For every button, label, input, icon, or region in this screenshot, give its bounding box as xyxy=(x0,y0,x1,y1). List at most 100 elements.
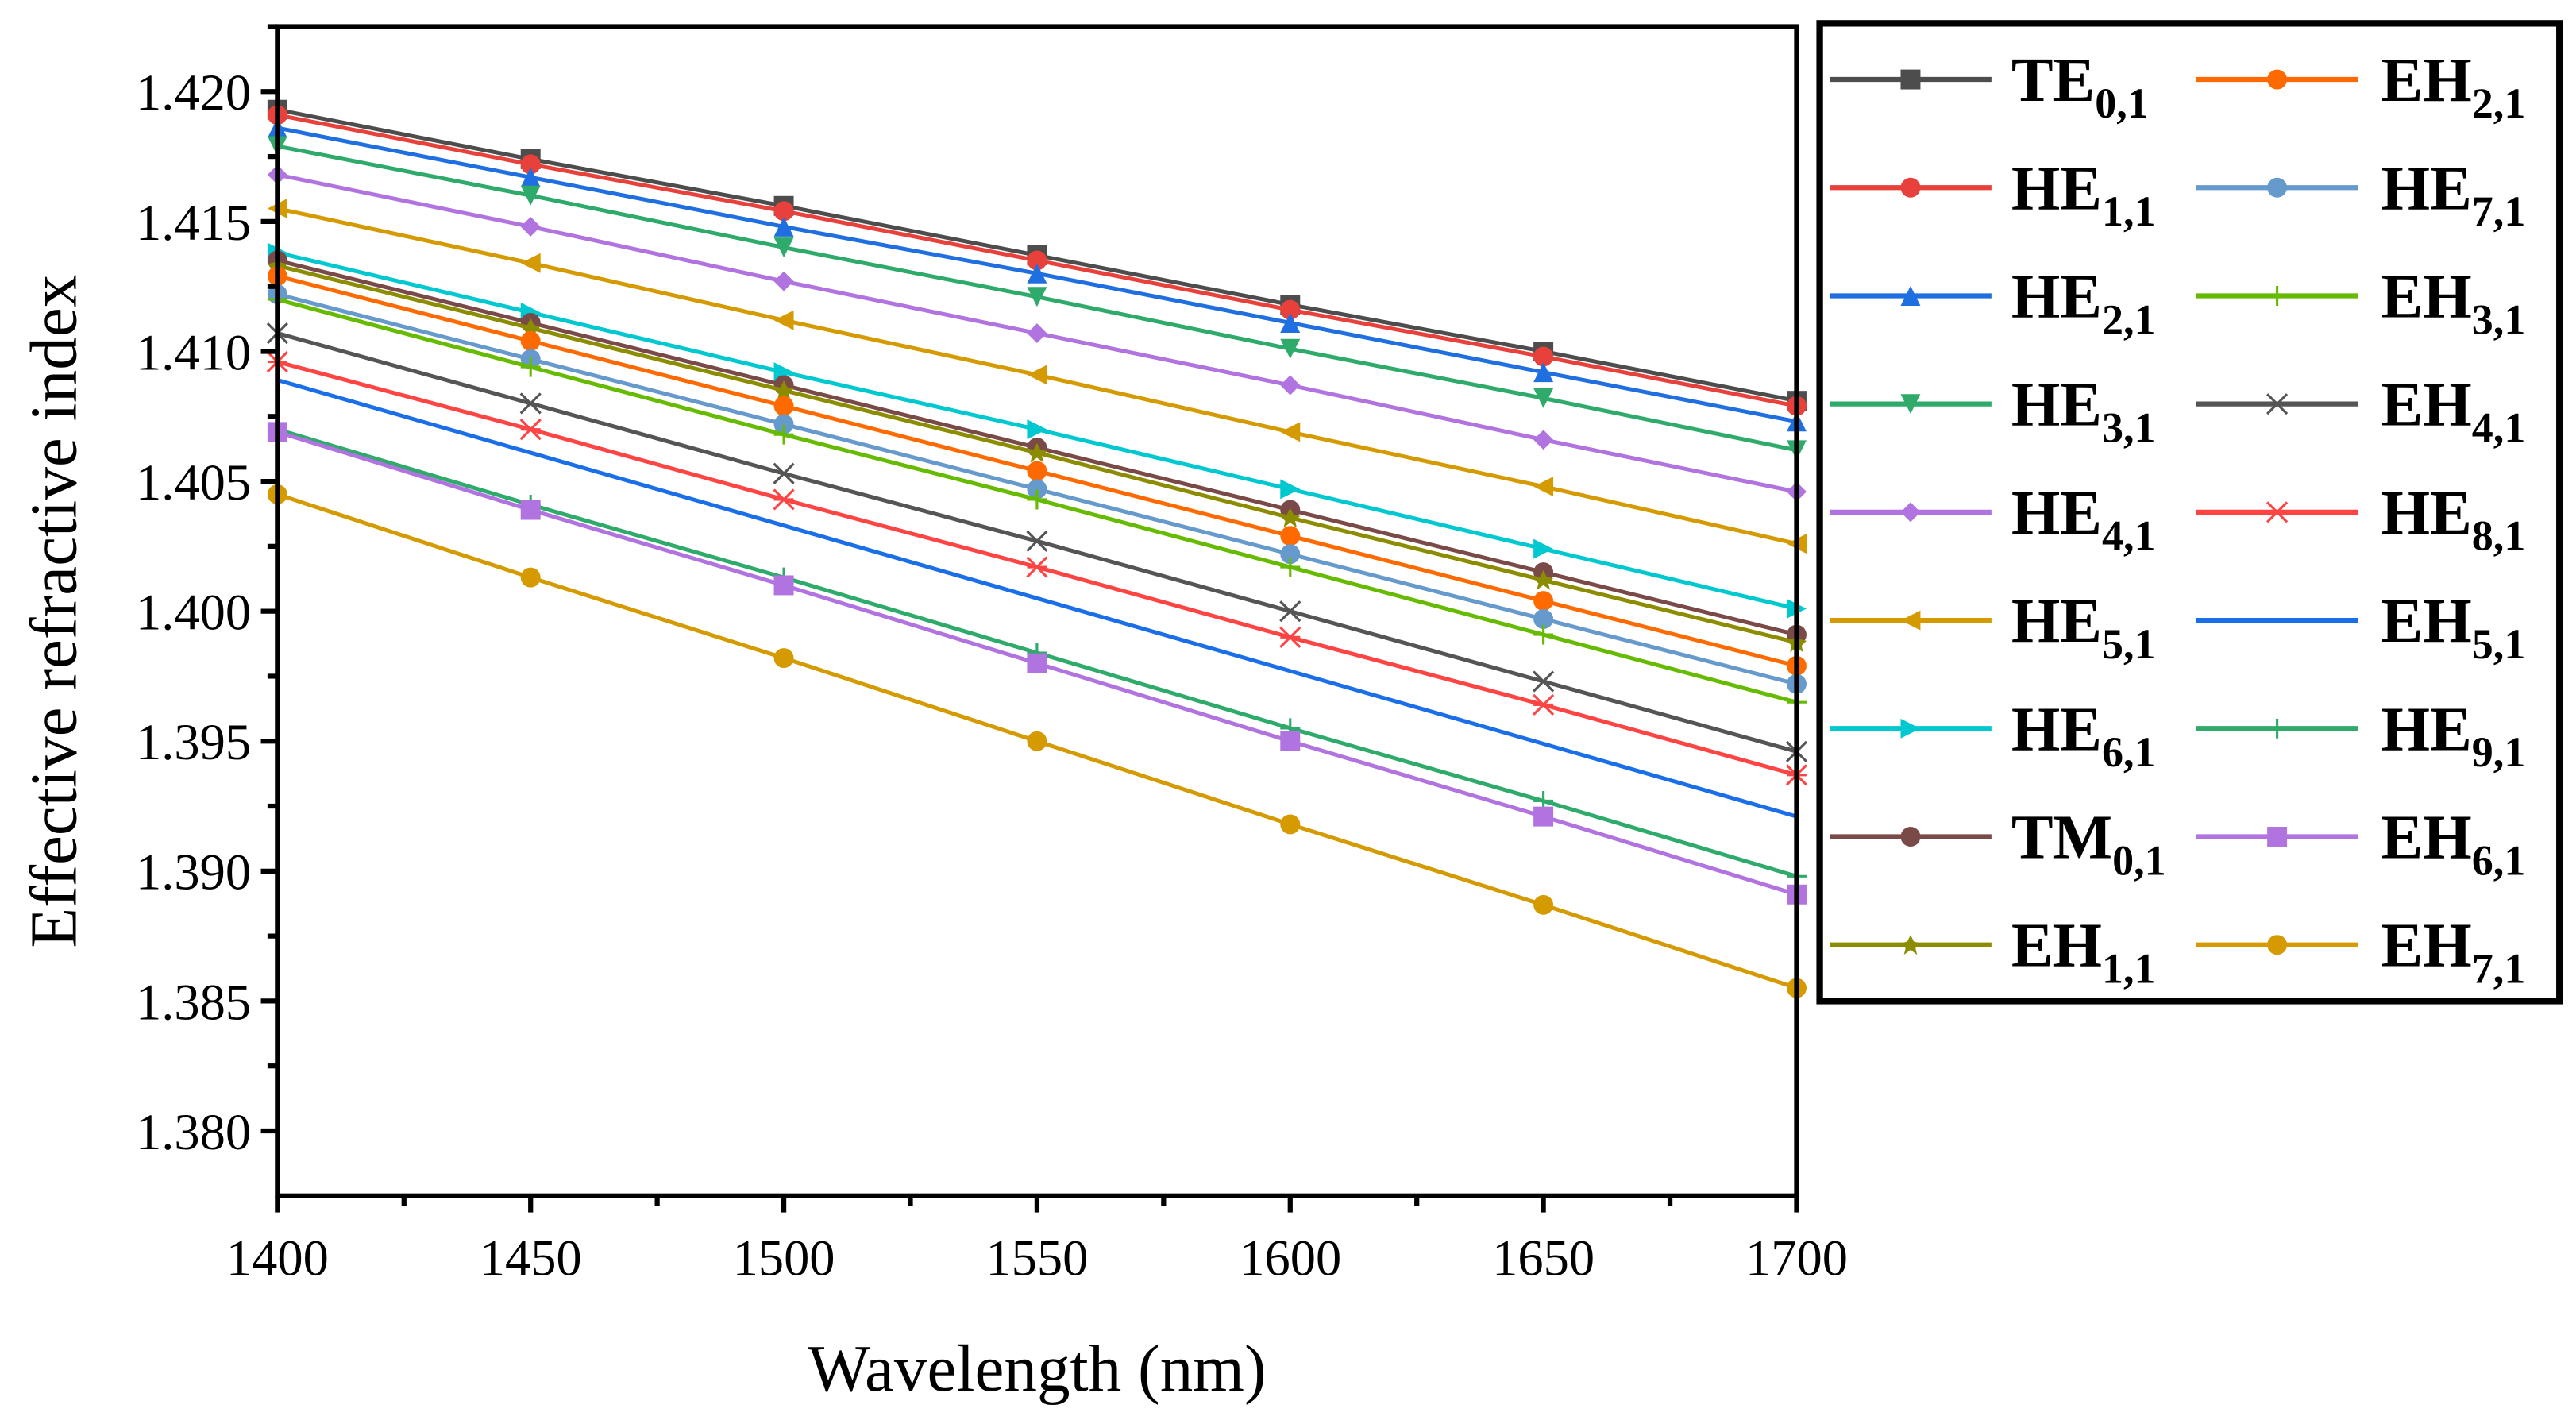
legend-mode-name: HE xyxy=(2011,154,2102,223)
legend-item: EH6,1 xyxy=(2196,804,2526,884)
series-EH51 xyxy=(276,378,1798,819)
legend-mode-subscript: 6,1 xyxy=(2472,836,2526,884)
legend-label: EH4,1 xyxy=(2381,371,2526,452)
y-tick-label: 1.390 xyxy=(136,844,251,901)
legend-item: HE7,1 xyxy=(2196,154,2526,235)
legend-mode-subscript: 5,1 xyxy=(2102,620,2156,668)
legend-item: HE5,1 xyxy=(1830,587,2156,668)
data-point xyxy=(520,330,541,351)
data-point xyxy=(1280,313,1301,333)
data-point xyxy=(773,216,794,237)
data-point xyxy=(1280,338,1301,359)
data-point xyxy=(1027,461,1047,481)
legend-item: EH7,1 xyxy=(2196,912,2526,993)
legend-label: HE6,1 xyxy=(2011,695,2156,776)
data-point xyxy=(1533,693,1555,716)
data-point xyxy=(1279,600,1301,623)
y-tick-label: 1.405 xyxy=(136,454,251,511)
legend-mode-subscript: 2,1 xyxy=(2102,295,2156,343)
y-tick-label: 1.380 xyxy=(136,1104,251,1160)
legend-marker xyxy=(2267,285,2288,306)
series-line xyxy=(276,378,1798,819)
data-point xyxy=(1533,346,1554,367)
plot-frame xyxy=(275,24,1799,1198)
legend-item: TE0,1 xyxy=(1830,46,2149,127)
legend-marker xyxy=(2267,69,2288,90)
legend-label: EH3,1 xyxy=(2381,263,2526,344)
data-point xyxy=(1027,365,1047,385)
legend-mode-name: HE xyxy=(2381,479,2472,548)
legend-mode-name: TE xyxy=(2011,46,2095,115)
x-tick-label: 1450 xyxy=(480,1230,582,1287)
data-point xyxy=(1026,530,1048,552)
data-point xyxy=(1280,479,1301,500)
legend-marker xyxy=(1900,935,1921,955)
legend-marker xyxy=(1900,718,1921,739)
legend-mode-subscript: 1,1 xyxy=(2102,187,2156,235)
data-point xyxy=(1533,538,1554,559)
data-point xyxy=(519,392,542,415)
legend-mode-subscript: 9,1 xyxy=(2472,728,2526,776)
legend-label: HE5,1 xyxy=(2011,587,2156,668)
y-axis-label: Effective refractive index xyxy=(17,275,91,948)
legend-mode-name: HE xyxy=(2011,371,2102,440)
legend-item: EH4,1 xyxy=(2196,371,2526,452)
legend-marker xyxy=(1900,394,1921,415)
legend-mode-name: EH xyxy=(2011,912,2102,981)
legend-mode-name: HE xyxy=(2011,695,2102,764)
legend-label: EH5,1 xyxy=(2381,587,2526,668)
data-point xyxy=(520,167,541,187)
legend-label: EH7,1 xyxy=(2381,912,2526,993)
data-point xyxy=(773,201,794,222)
data-point xyxy=(773,462,795,484)
data-point xyxy=(1027,323,1047,344)
data-point xyxy=(1533,894,1554,915)
data-point xyxy=(1279,626,1301,648)
legend-mode-name: HE xyxy=(2381,695,2472,764)
legend-item: HE2,1 xyxy=(1830,263,2156,344)
legend-mode-subscript: 3,1 xyxy=(2102,404,2156,452)
data-point xyxy=(773,414,794,434)
data-point xyxy=(1027,287,1047,307)
data-point xyxy=(1027,653,1047,673)
legend-mode-subscript: 4,1 xyxy=(2472,404,2526,452)
legend-item: HE1,1 xyxy=(1830,154,2156,235)
legend-label: HE8,1 xyxy=(2381,479,2526,560)
data-point xyxy=(520,357,541,377)
data-point xyxy=(773,424,794,445)
data-point xyxy=(1027,419,1047,440)
y-tick-label: 1.420 xyxy=(136,64,251,121)
legend-item: TM0,1 xyxy=(1830,804,2166,884)
legend-mode-name: EH xyxy=(2381,587,2472,656)
data-point xyxy=(773,575,794,596)
legend-label: HE7,1 xyxy=(2381,154,2526,235)
data-point xyxy=(1027,442,1047,463)
legend-marker xyxy=(1900,610,1921,631)
series-HE21 xyxy=(267,118,1807,432)
legend-mode-subscript: 5,1 xyxy=(2472,620,2526,668)
legend-item: EH1,1 xyxy=(1830,912,2156,993)
data-point xyxy=(1280,814,1301,835)
x-axis-label: Wavelength (nm) xyxy=(808,1332,1267,1405)
legend-label: HE2,1 xyxy=(2011,263,2156,344)
data-point xyxy=(1280,422,1301,442)
data-point xyxy=(1533,670,1555,693)
data-point xyxy=(1533,477,1554,497)
data-point xyxy=(773,380,794,401)
data-point xyxy=(773,310,794,330)
legend-mode-name: HE xyxy=(2381,154,2472,223)
legend-label: TE0,1 xyxy=(2011,46,2149,127)
legend-marker xyxy=(2266,501,2289,523)
series-HE81 xyxy=(266,350,1808,786)
legend-item: EH5,1 xyxy=(2196,587,2526,668)
legend-label: HE4,1 xyxy=(2011,479,2156,560)
legend-mode-name: HE xyxy=(2011,263,2102,332)
legend-item: EH3,1 xyxy=(2196,263,2526,344)
legend-marker xyxy=(1900,177,1921,198)
x-tick-label: 1400 xyxy=(226,1230,329,1287)
legend-mode-subscript: 7,1 xyxy=(2472,945,2526,993)
series-HE41 xyxy=(267,164,1807,502)
data-point xyxy=(520,185,541,206)
legend: TE0,1HE1,1HE2,1HE3,1HE4,1HE5,1HE6,1TM0,1… xyxy=(1816,20,2563,1005)
legend-mode-name: HE xyxy=(2011,587,2102,656)
